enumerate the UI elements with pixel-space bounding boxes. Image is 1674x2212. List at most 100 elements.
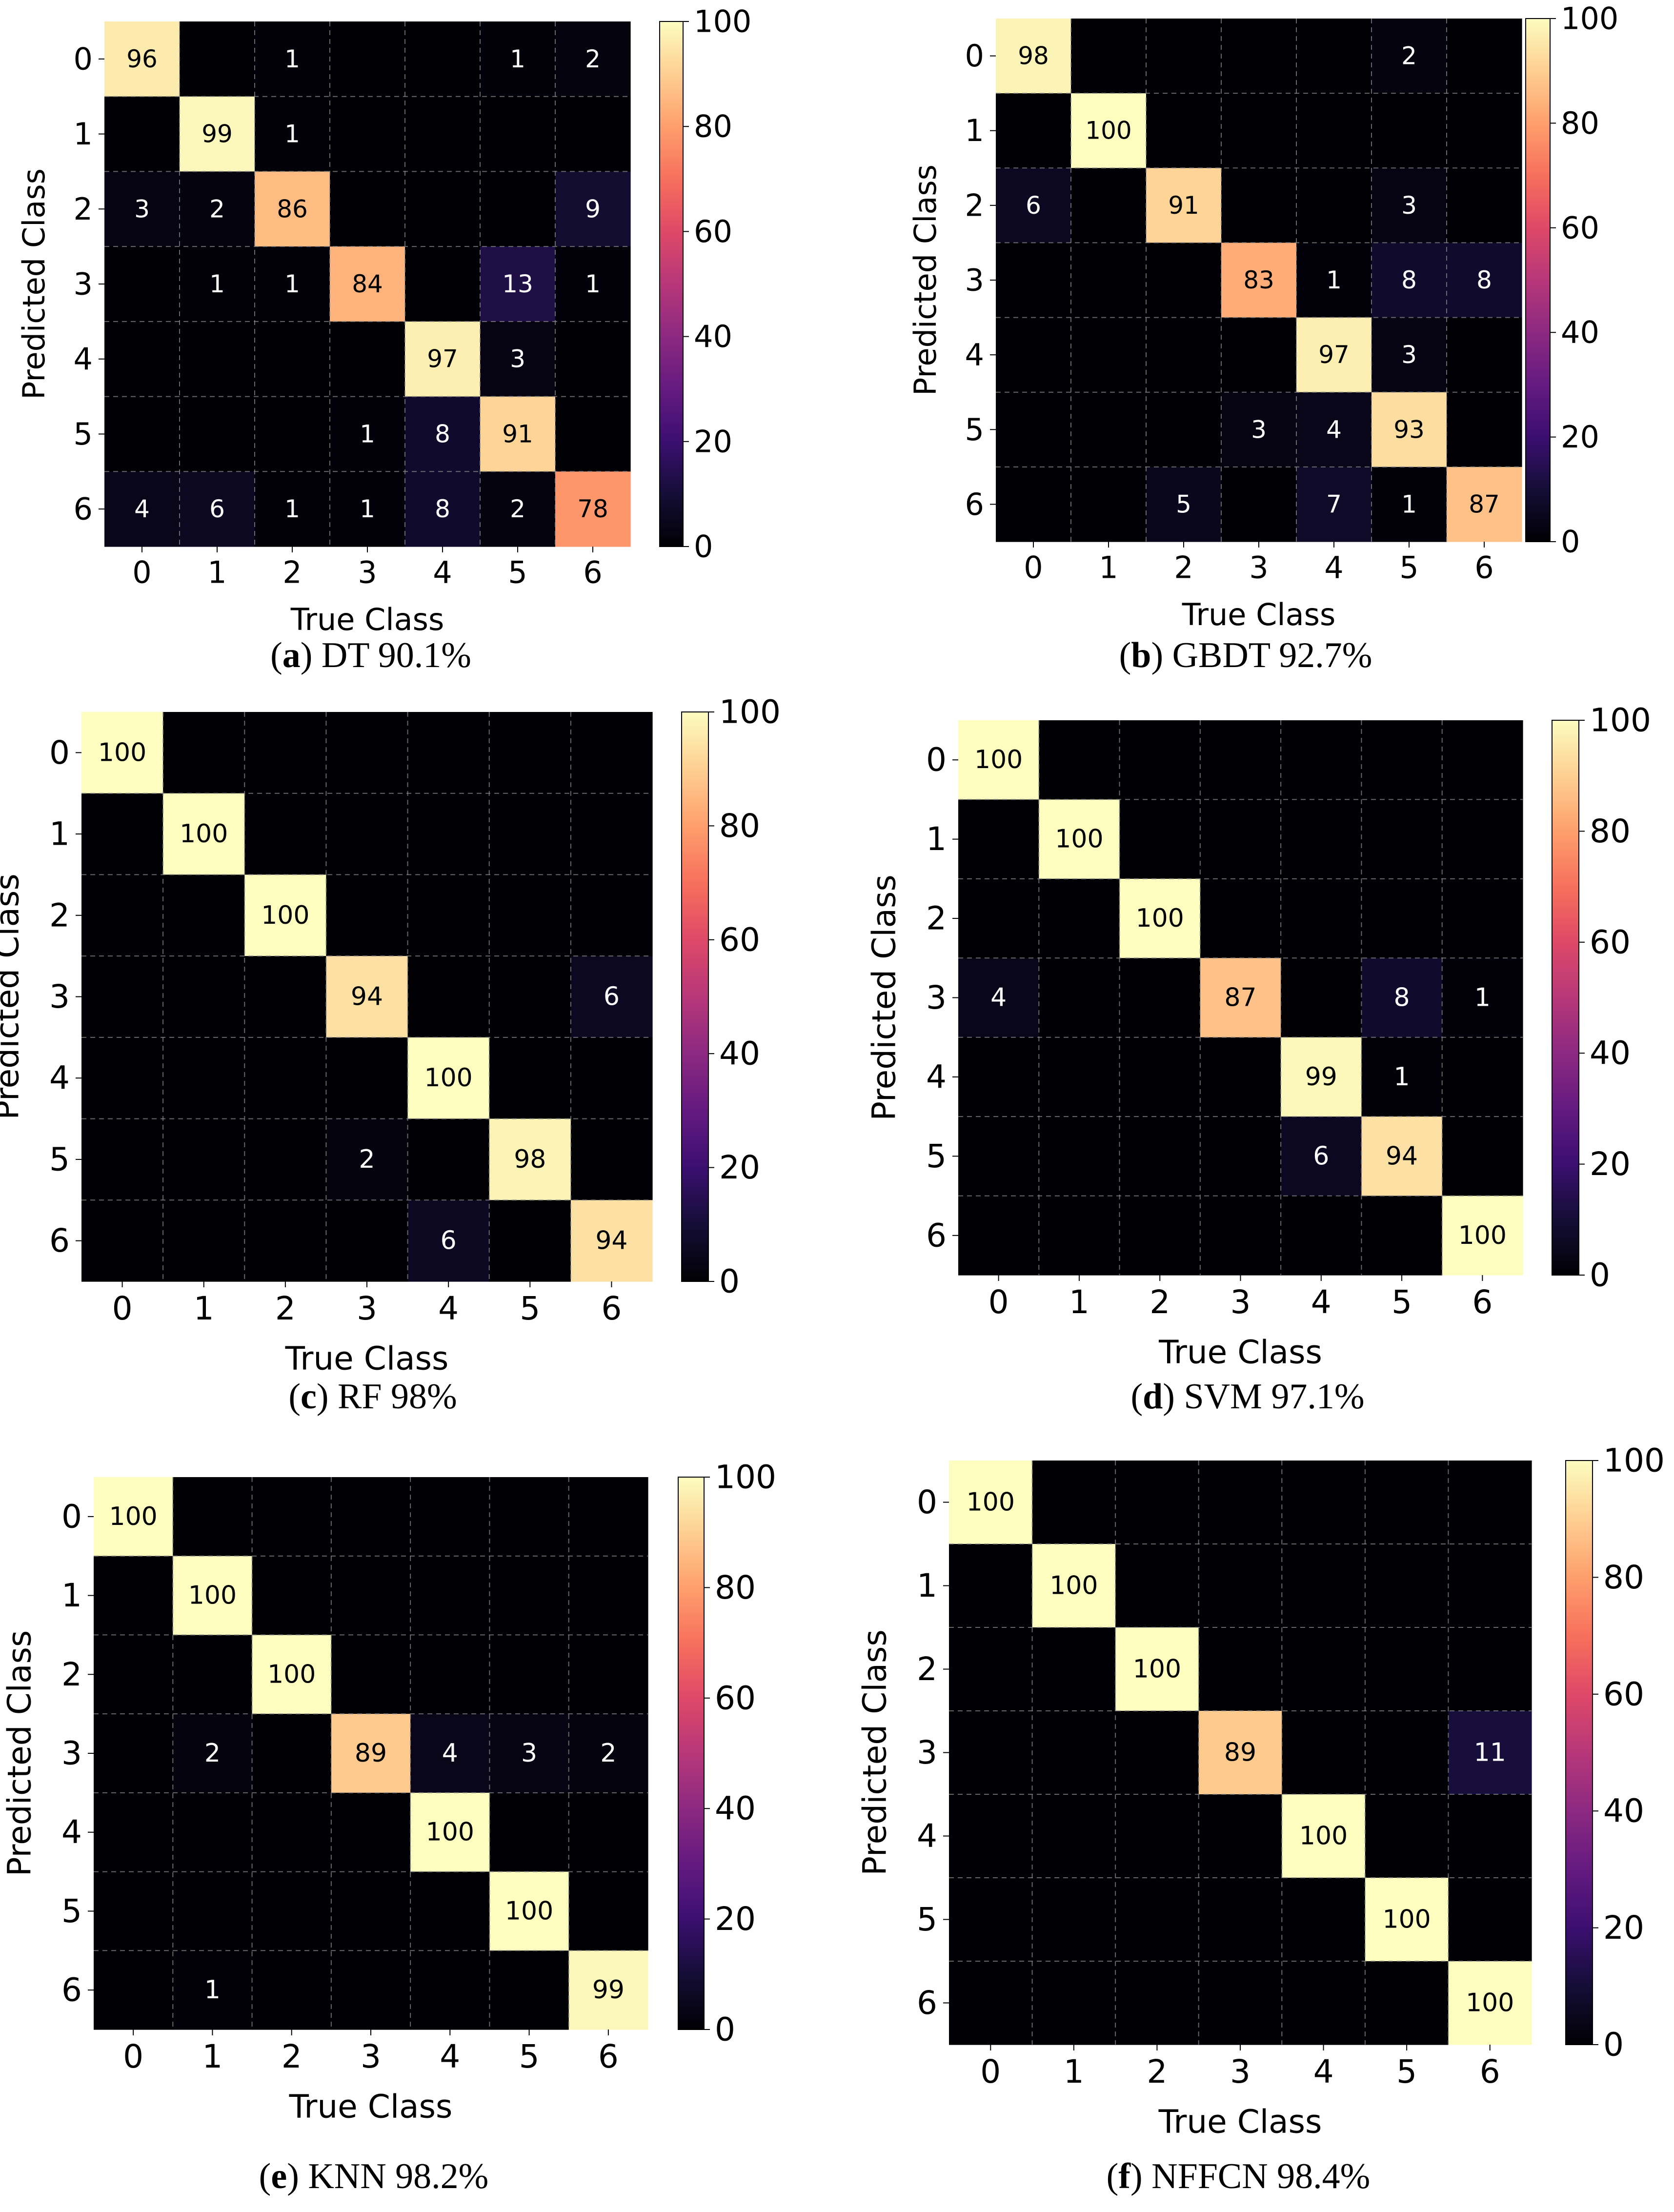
heatmap-cell xyxy=(480,21,556,97)
heatmap-cell xyxy=(1221,168,1297,244)
heatmap-cell xyxy=(1371,243,1447,318)
heatmap-cell xyxy=(163,956,245,1038)
heatmap-cell xyxy=(244,874,327,956)
x-tick-label: 0 xyxy=(112,1290,133,1327)
heatmap-cell xyxy=(949,1461,1033,1544)
x-tick-label: 2 xyxy=(1150,1283,1170,1321)
heatmap-cell xyxy=(1146,19,1222,94)
heatmap-cell xyxy=(555,321,631,397)
x-tick-label: 5 xyxy=(1399,550,1418,586)
heatmap-cell xyxy=(405,171,481,247)
heatmap-cell xyxy=(568,1635,648,1714)
heatmap-cell xyxy=(252,1871,332,1951)
cell-value-label: 100 xyxy=(180,819,228,849)
y-tick-label: 4 xyxy=(49,1059,70,1097)
heatmap-cell xyxy=(489,1118,571,1200)
heatmap-cell xyxy=(407,874,490,956)
heatmap-cell xyxy=(1361,1037,1443,1117)
heatmap-cell xyxy=(326,1037,408,1119)
heatmap-cell xyxy=(173,1477,253,1557)
cell-value-label: 1 xyxy=(360,420,375,448)
y-tick-label: 6 xyxy=(917,1984,937,2022)
caption-open-paren: ( xyxy=(1119,635,1131,675)
x-tick-label: 2 xyxy=(1147,2053,1167,2090)
heatmap-cell xyxy=(410,1950,490,2030)
heatmap-cell xyxy=(410,1477,490,1557)
heatmap-cell xyxy=(1039,720,1120,800)
heatmap-cell xyxy=(163,1200,245,1282)
cell-value-label: 86 xyxy=(277,195,308,223)
x-axis-label: True Class xyxy=(1158,2103,1322,2140)
cell-value-label: 1 xyxy=(510,45,525,73)
heatmap-cell xyxy=(180,396,255,472)
cell-value-label: 3 xyxy=(1251,415,1267,444)
cell-value-label: 100 xyxy=(424,1063,473,1093)
heatmap-cell xyxy=(570,1200,653,1282)
cell-value-label: 3 xyxy=(134,195,150,223)
x-tick-label: 6 xyxy=(598,2038,619,2075)
heatmap-cell xyxy=(1146,168,1222,244)
heatmap-cell xyxy=(255,171,330,247)
heatmap-cell xyxy=(255,321,330,397)
heatmap-cell xyxy=(252,1714,332,1793)
heatmap-cell xyxy=(405,246,481,322)
x-tick-label: 1 xyxy=(194,1290,214,1327)
heatmap-cell xyxy=(1071,467,1147,542)
heatmap-cell xyxy=(1115,1961,1199,2045)
heatmap-cell xyxy=(1221,392,1297,467)
colorbar-tick-label: 80 xyxy=(1590,812,1631,850)
heatmap-cell xyxy=(1221,243,1297,318)
cell-value-label: 1 xyxy=(284,270,300,298)
y-tick-label: 0 xyxy=(74,41,93,77)
heatmap-cell xyxy=(330,471,405,547)
heatmap-cell xyxy=(1447,392,1522,467)
colorbar-tick-label: 80 xyxy=(715,1569,756,1606)
heatmap-cell xyxy=(568,1714,648,1793)
cell-value-label: 100 xyxy=(109,1502,158,1531)
y-axis-label: Predicted Class xyxy=(16,168,52,400)
y-tick-label: 2 xyxy=(74,191,93,227)
cell-value-label: 2 xyxy=(209,195,225,223)
y-tick-label: 0 xyxy=(917,1483,937,1521)
heatmap-cell xyxy=(94,1477,173,1557)
heatmap-cell xyxy=(1032,1878,1116,1962)
heatmap-cell xyxy=(958,1037,1039,1117)
x-axis-label: True Class xyxy=(285,1339,449,1377)
heatmap-cell xyxy=(1361,720,1443,800)
y-axis-label: Predicted Class xyxy=(0,873,26,1119)
heatmap-cell xyxy=(104,171,180,247)
colorbar-tick-label: 0 xyxy=(1590,1257,1610,1294)
heatmap-cell xyxy=(94,1871,173,1951)
heatmap-cell xyxy=(1039,878,1120,958)
colorbar-tick-label: 20 xyxy=(719,1149,760,1186)
heatmap-cell xyxy=(1039,799,1120,879)
heatmap-cell xyxy=(949,1878,1033,1962)
heatmap-cell xyxy=(1115,1878,1199,1962)
cell-value-label: 100 xyxy=(1085,117,1131,145)
x-tick-label: 1 xyxy=(1064,2053,1084,2090)
heatmap-cell xyxy=(480,396,556,472)
heatmap-cell xyxy=(1146,93,1222,168)
x-axis-label: True Class xyxy=(289,2088,453,2125)
cell-value-label: 6 xyxy=(1026,191,1041,220)
y-tick-label: 5 xyxy=(965,412,984,447)
cell-value-label: 100 xyxy=(188,1581,237,1610)
colorbar-tick-label: 100 xyxy=(1603,1442,1665,1480)
heatmap-cell xyxy=(1071,19,1147,94)
heatmap-cell xyxy=(1119,1196,1201,1276)
heatmap-cell xyxy=(1361,1116,1443,1197)
y-axis-label: Predicted Class xyxy=(865,874,903,1120)
heatmap-cell xyxy=(1198,1544,1282,1628)
heatmap-cell xyxy=(81,712,163,794)
heatmap-cell xyxy=(94,1556,173,1636)
caption-panel-letter: d xyxy=(1143,1377,1163,1417)
y-tick-label: 5 xyxy=(61,1892,82,1930)
heatmap-cell xyxy=(489,1950,569,2030)
heatmap-cell xyxy=(1371,317,1447,393)
heatmap-cell xyxy=(555,171,631,247)
colorbar xyxy=(659,21,684,547)
heatmap-cell xyxy=(489,1714,569,1793)
heatmap-cell xyxy=(1200,878,1281,958)
